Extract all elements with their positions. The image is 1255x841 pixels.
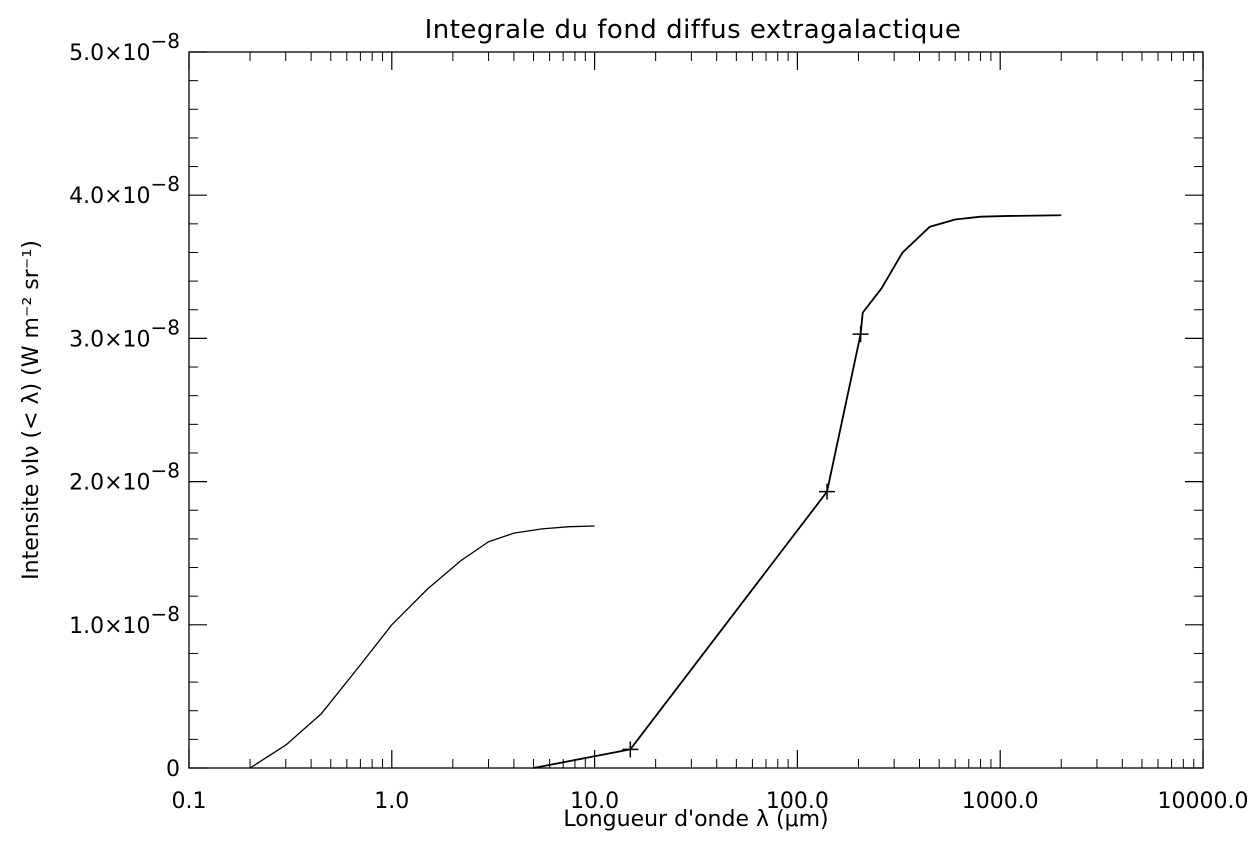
y-tick-label: 0: [166, 757, 180, 782]
plus-marker: [622, 741, 639, 758]
y-tick-labels: 0 1.0×10−8 2.0×10−8 3.0×10−8 4.0×10−8 5.0×10−…: [69, 29, 180, 782]
x-tick-label: 1.0: [374, 789, 409, 814]
chart-title: Integrale du fond diffus extragalactique: [425, 15, 962, 45]
plus-marker: [852, 326, 869, 343]
y-tick-label: 4.0×10−8: [69, 172, 180, 209]
x-tick-label: 10000.0: [1158, 789, 1249, 814]
x-tick-labels: 0.1 1.0 10.0 100.0 1000.0 10000.0: [172, 789, 1249, 814]
x-tick-label: 100.0: [766, 789, 829, 814]
axis-ticks: [188, 51, 1204, 769]
plot-frame: [188, 51, 1204, 769]
series-line-1: [249, 525, 595, 769]
y-tick-label: 3.0×10−8: [69, 315, 180, 352]
y-tick-label: 5.0×10−8: [69, 29, 180, 66]
y-axis-title: Intensite νIν (< λ) (W m⁻² sr⁻¹): [19, 240, 44, 580]
x-axis-title: Longueur d'onde λ (μm): [563, 807, 828, 832]
y-tick-label: 2.0×10−8: [69, 459, 180, 496]
data-series: [249, 214, 1062, 769]
x-tick-label: 0.1: [172, 789, 207, 814]
data-markers: [622, 326, 869, 758]
x-tick-label: 1000.0: [962, 789, 1039, 814]
series-line-2: [533, 214, 1062, 769]
plus-marker: [819, 483, 836, 500]
y-tick-label: 1.0×10−8: [69, 602, 180, 639]
x-tick-label: 10.0: [570, 789, 619, 814]
